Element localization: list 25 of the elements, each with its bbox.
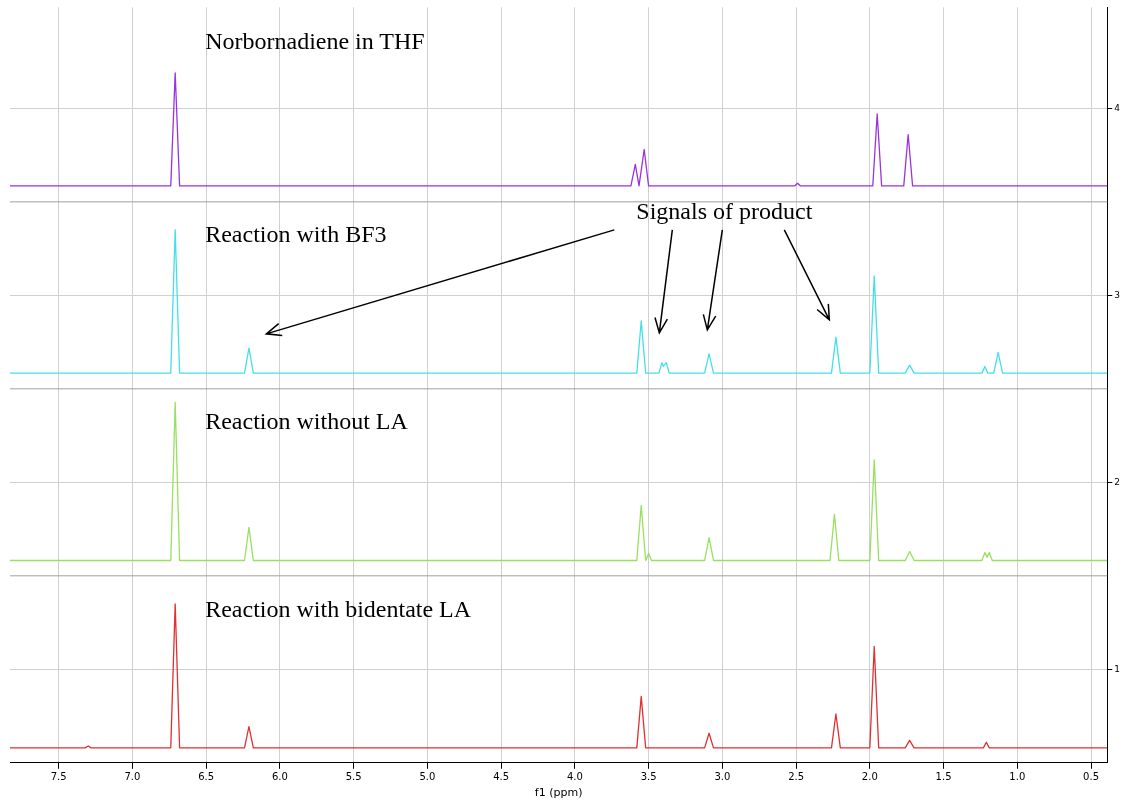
x-tick-label: 6.0 <box>271 771 288 783</box>
series-label: Reaction with BF3 <box>205 221 387 248</box>
y-tick-label: 2 <box>1114 476 1121 487</box>
y-tick-label: 4 <box>1114 102 1121 113</box>
x-tick-label: 4.5 <box>493 771 510 783</box>
x-tick-label: 2.5 <box>788 771 805 783</box>
x-tick-label: 6.5 <box>198 771 215 783</box>
x-tick-label: 0.5 <box>1083 771 1099 783</box>
x-tick-label: 7.5 <box>50 771 67 783</box>
x-tick-label: 1.5 <box>935 771 952 783</box>
x-tick-label: 3.0 <box>714 771 731 783</box>
series-label: Reaction with bidentate LA <box>205 595 472 622</box>
annotation: Signals of product <box>636 198 813 225</box>
x-tick-label: 2.0 <box>861 771 878 783</box>
series-label: Reaction without LA <box>205 408 409 435</box>
x-tick-label: 5.5 <box>345 771 362 783</box>
x-tick-label: 7.0 <box>124 771 141 783</box>
x-axis-title: f1 (ppm) <box>534 786 583 800</box>
x-tick-label: 4.0 <box>566 771 583 783</box>
y-tick-label: 3 <box>1114 289 1121 300</box>
y-tick-label: 1 <box>1114 663 1121 674</box>
x-tick-label: 3.5 <box>640 771 657 783</box>
series-label: Norbornadiene in THF <box>205 28 425 55</box>
x-tick-label: 1.0 <box>1009 771 1026 783</box>
x-tick-label: 5.0 <box>419 771 436 783</box>
